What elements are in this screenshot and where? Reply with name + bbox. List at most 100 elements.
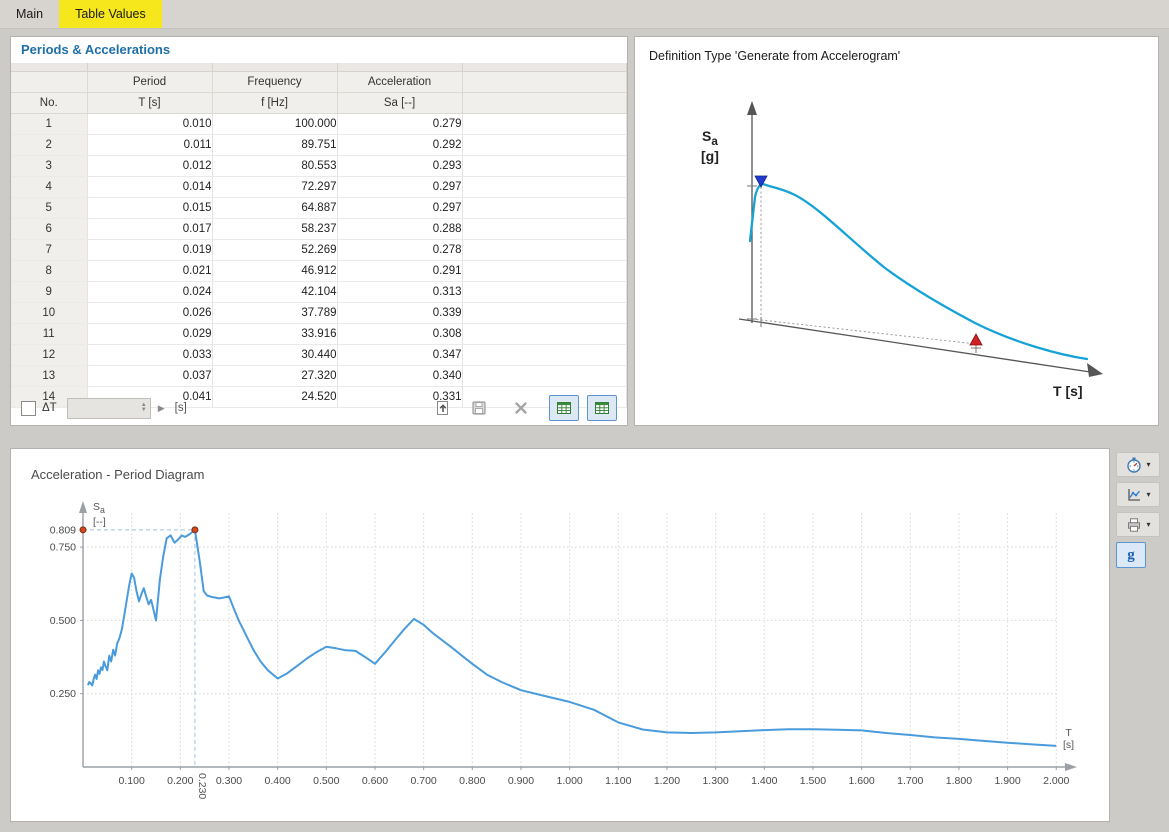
filler-cell[interactable] — [462, 113, 627, 135]
frequency-cell[interactable]: 33.916 — [212, 323, 338, 345]
acceleration-cell[interactable]: 0.279 — [337, 113, 463, 135]
filler-cell[interactable] — [462, 323, 627, 345]
row-no-cell[interactable]: 9 — [11, 281, 88, 303]
filler-cell[interactable] — [462, 344, 627, 366]
row-no-cell[interactable]: 3 — [11, 155, 88, 177]
filler-cell[interactable] — [462, 218, 627, 240]
filler-cell[interactable] — [462, 155, 627, 177]
acceleration-cell[interactable]: 0.292 — [337, 134, 463, 156]
periods-panel-title: Periods & Accelerations — [21, 42, 171, 57]
diagram-options-dropdown-button[interactable]: ▾ — [1116, 482, 1160, 507]
gravity-units-button[interactable]: g — [1116, 542, 1146, 568]
spinner-step-icon[interactable]: ▶ — [157, 402, 165, 413]
printer-icon — [1128, 517, 1141, 532]
frequency-cell[interactable]: 89.751 — [212, 134, 338, 156]
acceleration-cell[interactable]: 0.308 — [337, 323, 463, 345]
acceleration-cell[interactable]: 0.339 — [337, 302, 463, 324]
frequency-cell[interactable]: 64.887 — [212, 197, 338, 219]
period-cell[interactable]: 0.010 — [87, 113, 213, 135]
period-cell[interactable]: 0.019 — [87, 239, 213, 261]
period-cell[interactable]: 0.017 — [87, 218, 213, 240]
acceleration-cell[interactable]: 0.278 — [337, 239, 463, 261]
acceleration-cell[interactable]: 0.331 — [337, 386, 463, 408]
filler-cell[interactable] — [462, 281, 627, 303]
save-button[interactable] — [465, 395, 493, 421]
row-no-cell[interactable]: 7 — [11, 239, 88, 261]
frequency-cell[interactable]: 42.104 — [212, 281, 338, 303]
column-resize-row[interactable] — [11, 63, 627, 72]
excel-import-icon — [557, 402, 571, 414]
frequency-unit-header[interactable]: f [Hz] — [212, 92, 338, 114]
frequency-cell[interactable]: 52.269 — [212, 239, 338, 261]
period-cell[interactable]: 0.037 — [87, 365, 213, 387]
filler-cell[interactable] — [462, 134, 627, 156]
delete-button[interactable] — [507, 395, 535, 421]
filler-cell[interactable] — [462, 239, 627, 261]
row-no-cell[interactable]: 10 — [11, 302, 88, 324]
frequency-cell[interactable]: 58.237 — [212, 218, 338, 240]
schematic-x-axis-label: T [s] — [1053, 383, 1083, 399]
acceleration-column-header[interactable]: Acceleration — [337, 71, 463, 93]
period-unit-header[interactable]: T [s] — [87, 92, 213, 114]
filler-column-header[interactable] — [462, 71, 627, 93]
period-cell[interactable]: 0.029 — [87, 323, 213, 345]
row-no-cell[interactable]: 12 — [11, 344, 88, 366]
row-no-cell[interactable]: 6 — [11, 218, 88, 240]
no-column-header-top[interactable] — [11, 71, 88, 93]
frequency-cell[interactable]: 46.912 — [212, 260, 338, 282]
delta-t-spinner[interactable]: ▲ ▼ — [66, 397, 151, 419]
acceleration-cell[interactable]: 0.297 — [337, 197, 463, 219]
tab-table-values[interactable]: Table Values — [59, 0, 162, 28]
acceleration-cell[interactable]: 0.293 — [337, 155, 463, 177]
acceleration-unit-header[interactable]: Sa [--] — [337, 92, 463, 114]
frequency-cell[interactable]: 24.520 — [212, 386, 338, 408]
acceleration-cell[interactable]: 0.297 — [337, 176, 463, 198]
spinner-arrows-icon[interactable]: ▲ ▼ — [140, 402, 147, 413]
row-no-cell[interactable]: 1 — [11, 113, 88, 135]
row-no-cell[interactable]: 5 — [11, 197, 88, 219]
acceleration-cell[interactable]: 0.313 — [337, 281, 463, 303]
acceleration-cell[interactable]: 0.288 — [337, 218, 463, 240]
time-history-dropdown-button[interactable]: ▾ — [1116, 452, 1160, 477]
period-cell[interactable]: 0.026 — [87, 302, 213, 324]
period-cell[interactable]: 0.014 — [87, 176, 213, 198]
print-dropdown-button[interactable]: ▾ — [1116, 512, 1160, 537]
frequency-cell[interactable]: 100.000 — [212, 113, 338, 135]
delta-t-checkbox[interactable] — [21, 400, 36, 416]
frequency-cell[interactable]: 72.297 — [212, 176, 338, 198]
period-cell[interactable]: 0.033 — [87, 344, 213, 366]
filler-cell[interactable] — [462, 365, 627, 387]
period-cell[interactable]: 0.012 — [87, 155, 213, 177]
filler-cell[interactable] — [462, 302, 627, 324]
frequency-column-header[interactable]: Frequency — [212, 71, 338, 93]
frequency-cell[interactable]: 80.553 — [212, 155, 338, 177]
acceleration-cell[interactable]: 0.291 — [337, 260, 463, 282]
filler-unit-header[interactable] — [462, 92, 627, 114]
row-no-cell[interactable]: 13 — [11, 365, 88, 387]
filler-cell[interactable] — [462, 197, 627, 219]
period-column-header[interactable]: Period — [87, 71, 213, 93]
period-cell[interactable]: 0.015 — [87, 197, 213, 219]
row-no-cell[interactable]: 11 — [11, 323, 88, 345]
excel-import-button[interactable] — [549, 395, 579, 421]
frequency-cell[interactable]: 30.440 — [212, 344, 338, 366]
import-button[interactable] — [429, 395, 457, 421]
no-column-header[interactable]: No. — [11, 92, 88, 114]
frequency-cell[interactable]: 37.789 — [212, 302, 338, 324]
period-cell[interactable]: 0.011 — [87, 134, 213, 156]
row-no-cell[interactable]: 8 — [11, 260, 88, 282]
tab-main[interactable]: Main — [16, 7, 44, 21]
filler-cell[interactable] — [462, 260, 627, 282]
period-cell[interactable]: 0.021 — [87, 260, 213, 282]
acceleration-cell[interactable]: 0.347 — [337, 344, 463, 366]
filler-cell[interactable] — [462, 176, 627, 198]
frequency-cell[interactable]: 27.320 — [212, 365, 338, 387]
period-cell[interactable]: 0.024 — [87, 281, 213, 303]
chart-title: Acceleration - Period Diagram — [31, 467, 205, 482]
row-no-cell[interactable]: 4 — [11, 176, 88, 198]
acceleration-cell[interactable]: 0.340 — [337, 365, 463, 387]
row-no-cell[interactable]: 2 — [11, 134, 88, 156]
highlight-point — [79, 526, 199, 534]
excel-export-button[interactable] — [587, 395, 617, 421]
filler-cell[interactable] — [462, 386, 627, 408]
